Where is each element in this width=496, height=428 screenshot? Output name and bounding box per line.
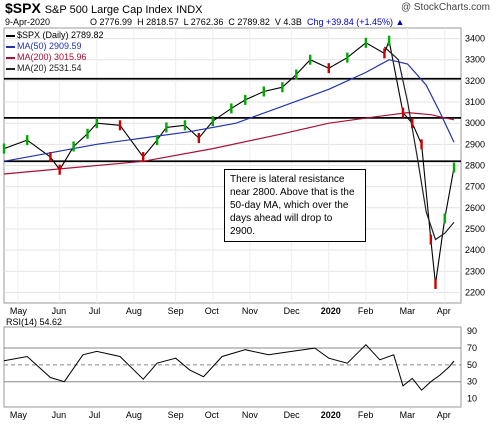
x-tick-label: Nov (242, 306, 259, 316)
price-candle (434, 278, 437, 289)
legend-price: $SPX (Daily) 2789.82 (6, 30, 104, 40)
price-candle (262, 86, 266, 97)
price-candle (25, 135, 29, 146)
rsi-x-tick-label: Jun (52, 410, 67, 420)
price-candle (401, 107, 405, 118)
price-candle (346, 52, 349, 63)
rsi-x-tick-label: Nov (242, 410, 259, 420)
x-tick-label: Dec (284, 306, 301, 316)
price-tick-label: 3000 (465, 118, 485, 128)
rsi-panel-frame (3, 326, 462, 408)
price-candle (58, 164, 61, 175)
price-tick-label: 2700 (465, 182, 485, 192)
rsi-tick-label: 50 (467, 360, 477, 370)
legend-ma200: MA(200) 3015.96 (6, 52, 87, 62)
price-candle (327, 63, 330, 74)
rsi-line (3, 343, 455, 391)
high-value: H 2818.57 (137, 17, 179, 27)
price-candle (49, 152, 52, 163)
rsi-label: RSI(14) 54.62 (6, 317, 63, 327)
price-candle (244, 94, 247, 105)
change-value: Chg +39.84 (+1.45%) (306, 17, 394, 27)
rsi-x-tick-label: Oct (205, 410, 220, 420)
price-candle (95, 118, 98, 129)
price-tick-label: 2500 (465, 224, 485, 234)
price-candle (281, 82, 284, 93)
price-candle (364, 37, 368, 48)
rsi-x-tick-label: Feb (358, 410, 374, 420)
rsi-x-tick-label: Dec (284, 410, 301, 420)
ma50-line (3, 59, 455, 162)
x-tick-label: 2020 (321, 306, 341, 316)
price-tick-label: 2400 (465, 245, 485, 255)
x-tick-label: Jun (52, 306, 67, 316)
change-arrow-icon: ▲ (395, 17, 405, 27)
x-tick-label: Apr (437, 306, 451, 316)
price-candle (86, 128, 89, 139)
ma200-line (3, 111, 455, 175)
legend-ma20: MA(20) 2531.54 (6, 63, 82, 73)
rsi-x-tick-label: 2020 (321, 410, 341, 420)
rsi-x-tick-label: May (10, 410, 28, 420)
rsi-tick-label: 30 (467, 377, 477, 387)
price-tick-label: 2900 (465, 139, 485, 149)
price-candle (118, 120, 122, 131)
price-candle (420, 139, 423, 150)
x-tick-label: Aug (126, 306, 142, 316)
header-date: 9-Apr-2020 (5, 17, 51, 27)
rsi-x-tick-label: Apr (437, 410, 451, 420)
ma20-line (383, 46, 455, 241)
open-value: O 2776.99 (90, 17, 133, 27)
price-tick-label: 3300 (465, 55, 485, 65)
low-value: L 2762.36 (183, 17, 224, 27)
x-tick-label: Jul (89, 306, 101, 316)
price-candle (295, 69, 298, 80)
price-candle (183, 120, 187, 131)
rsi-x-tick-label: Mar (400, 410, 416, 420)
price-candle (165, 122, 168, 133)
annotation-box: There is lateral resistance near 2800. A… (224, 169, 366, 242)
price-candle (211, 116, 214, 127)
chart-title: $SPX S&P 500 Large Cap Index INDX (5, 0, 203, 16)
price-candle (2, 143, 6, 154)
price-tick-label: 2300 (465, 266, 485, 276)
rsi-x-tick-label: Aug (126, 410, 142, 420)
price-candle (387, 35, 391, 46)
price-tick-label: 2200 (465, 287, 485, 297)
price-candle (443, 213, 446, 224)
x-tick-label: May (10, 306, 28, 316)
price-tick-label: 3200 (465, 76, 485, 86)
header-ohlc: O 2776.99 H 2818.57 L 2762.36 C 2789.82 … (90, 17, 404, 27)
close-value: C 2789.82 (228, 17, 270, 27)
x-tick-label: Sep (168, 306, 184, 316)
price-candle (72, 141, 75, 152)
rsi-tick-label: 70 (467, 343, 477, 353)
rsi-x-tick-label: Jul (89, 410, 101, 420)
x-tick-label: Mar (400, 306, 416, 316)
rsi-x-tick-label: Sep (168, 410, 184, 420)
rsi-tick-label: 90 (467, 326, 477, 336)
stockcharts-logo: @ StockCharts.com (400, 2, 490, 13)
price-candle (383, 48, 386, 59)
price-tick-label: 3100 (465, 97, 485, 107)
price-candle (197, 133, 201, 143)
price-candle (230, 103, 233, 114)
legend-ma50: MA(50) 2909.59 (6, 41, 82, 51)
price-candle (411, 118, 414, 129)
volume-value: V 4.3B (274, 17, 302, 27)
rsi-tick-label: 10 (467, 394, 477, 404)
x-tick-label: Oct (205, 306, 220, 316)
price-candle (141, 152, 145, 163)
price-tick-label: 3400 (465, 34, 485, 44)
price-candle (309, 54, 312, 65)
price-tick-label: 2800 (465, 161, 485, 171)
price-candle (155, 135, 159, 146)
price-candle (452, 162, 456, 173)
x-tick-label: Feb (358, 306, 374, 316)
price-candle (429, 234, 433, 245)
price-tick-label: 2600 (465, 203, 485, 213)
